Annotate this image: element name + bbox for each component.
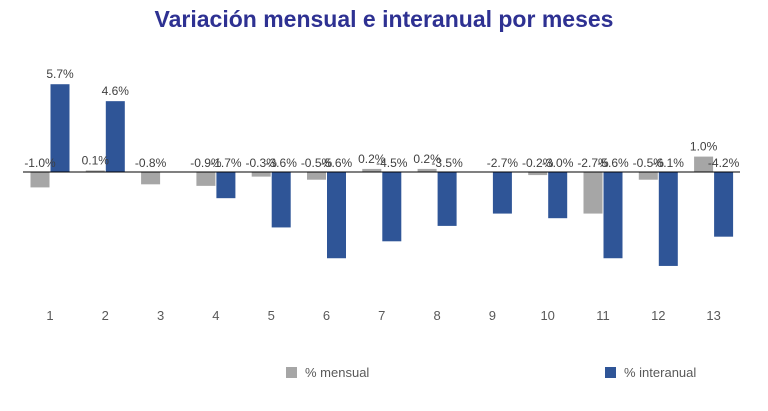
bar-interanual-1 xyxy=(50,84,70,172)
data-label-mensual-7: 0.2% xyxy=(358,152,386,166)
data-label-interanual-4: -1.7% xyxy=(210,156,242,170)
x-tick-label-2: 2 xyxy=(102,308,109,323)
data-label-mensual-2: 0.1% xyxy=(82,153,110,167)
x-tick-label-8: 8 xyxy=(433,308,440,323)
data-label-interanual-11: -5.6% xyxy=(597,156,629,170)
x-tick-label-12: 12 xyxy=(651,308,665,323)
bar-mensual-1 xyxy=(30,172,50,188)
data-labels: -1.0%5.7%0.1%4.6%-0.8% -0.9%-1.7% -0.3%-3.… xyxy=(24,67,739,170)
bar-interanual-6 xyxy=(327,172,346,259)
bar-mensual-11 xyxy=(583,172,603,214)
data-label-interanual-8: -3.5% xyxy=(431,156,463,170)
legend: % mensual % interanual xyxy=(286,365,696,380)
data-label-mensual-13: 1.0% xyxy=(690,140,718,154)
x-tick-label-7: 7 xyxy=(378,308,385,323)
bar-interanual-4 xyxy=(216,172,236,199)
bar-interanual-13 xyxy=(714,172,734,237)
data-label-mensual-5: -0.3% xyxy=(246,156,278,170)
x-tick-label-6: 6 xyxy=(323,308,330,323)
x-axis-tick-labels: 1 2 3 4 5 6 7 8 9 10 11 12 13 xyxy=(46,308,720,323)
x-tick-label-4: 4 xyxy=(212,308,219,323)
bar-mensual-12 xyxy=(638,172,658,180)
x-tick-label-13: 13 xyxy=(706,308,720,323)
data-label-interanual-12: -6.1% xyxy=(653,156,685,170)
bar-interanual-7 xyxy=(382,172,402,242)
bar-mensual-6 xyxy=(307,172,326,180)
x-tick-label-10: 10 xyxy=(540,308,554,323)
data-label-mensual-10: -0.2% xyxy=(522,156,554,170)
data-label-interanual-6: -5.6% xyxy=(321,156,353,170)
bar-mensual-5 xyxy=(251,172,271,177)
legend-swatch-interanual xyxy=(605,367,616,378)
data-label-interanual-9: -2.7% xyxy=(487,156,519,170)
data-label-interanual-10: -3.0% xyxy=(542,156,574,170)
data-label-mensual-6: -0.5% xyxy=(301,156,333,170)
data-label-mensual-12: -0.5% xyxy=(633,156,665,170)
x-tick-label-9: 9 xyxy=(489,308,496,323)
bar-interanual-2 xyxy=(105,101,125,172)
data-label-interanual-2: 4.6% xyxy=(102,84,130,98)
x-tick-label-5: 5 xyxy=(268,308,275,323)
bar-interanual-11 xyxy=(603,172,623,259)
bars-mensual-series xyxy=(30,156,714,214)
x-tick-label-1: 1 xyxy=(46,308,53,323)
bar-interanual-5 xyxy=(271,172,291,228)
bar-mensual-3 xyxy=(141,172,161,185)
bars-interanual-series xyxy=(50,84,734,266)
legend-swatch-mensual xyxy=(286,367,297,378)
data-label-interanual-5: -3.6% xyxy=(266,156,298,170)
bar-interanual-12 xyxy=(658,172,678,266)
legend-label-mensual: % mensual xyxy=(305,365,369,380)
bar-mensual-2 xyxy=(85,170,105,172)
chart-title: Variación mensual e interanual por meses xyxy=(154,6,614,32)
bar-mensual-10 xyxy=(528,172,548,176)
data-label-interanual-1: 5.7% xyxy=(46,67,74,81)
x-tick-label-11: 11 xyxy=(596,308,610,323)
data-label-mensual-1: -1.0% xyxy=(24,156,56,170)
bar-mensual-4 xyxy=(196,172,216,186)
x-tick-label-3: 3 xyxy=(157,308,164,323)
data-label-mensual-4: -0.9% xyxy=(190,156,222,170)
bar-mensual-13 xyxy=(694,156,714,172)
bar-interanual-9 xyxy=(492,172,512,214)
data-label-mensual-11: -2.7% xyxy=(577,156,609,170)
data-label-interanual-7: -4.5% xyxy=(376,156,408,170)
bar-mensual-7 xyxy=(362,168,382,172)
bar-interanual-8 xyxy=(437,172,457,226)
data-label-interanual-13: -4.2% xyxy=(708,156,740,170)
legend-label-interanual: % interanual xyxy=(624,365,696,380)
data-label-mensual-8: 0.2% xyxy=(413,152,441,166)
data-label-mensual-3: -0.8% xyxy=(135,156,167,170)
bar-mensual-8 xyxy=(417,168,437,172)
bar-interanual-10 xyxy=(548,172,568,219)
